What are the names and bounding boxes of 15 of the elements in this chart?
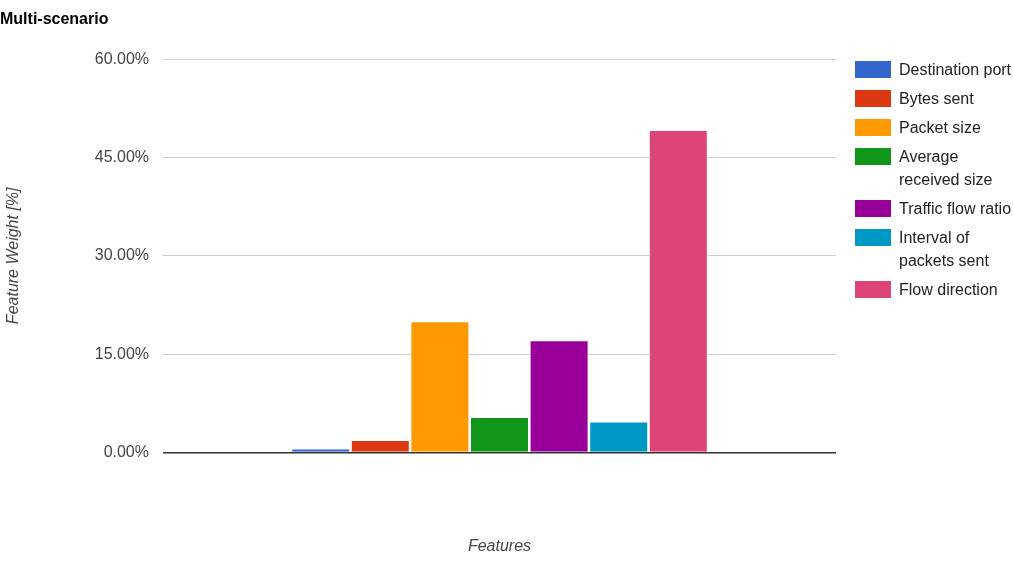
y-tick-label: 45.00% bbox=[94, 147, 149, 165]
x-axis-title: Features bbox=[467, 536, 532, 554]
legend-label: Interval of packets sent bbox=[899, 228, 990, 271]
y-axis-title: Feature Weight [%] bbox=[4, 186, 22, 325]
y-tick-label: 0.00% bbox=[103, 442, 149, 460]
legend-label: Bytes sent bbox=[899, 89, 974, 109]
legend-label: Destination port bbox=[899, 60, 1012, 80]
legend-label: Flow direction bbox=[899, 280, 998, 300]
y-tick-label: 60.00% bbox=[94, 49, 149, 67]
legend-label: Average received size bbox=[899, 147, 994, 190]
y-tick-label: 15.00% bbox=[94, 344, 149, 362]
legend-label: Traffic flow ratio bbox=[899, 199, 1012, 219]
y-tick-label: 30.00% bbox=[94, 246, 149, 264]
legend-label: Packet size bbox=[899, 118, 981, 138]
chart-title: Multi-scenario bbox=[0, 10, 109, 28]
